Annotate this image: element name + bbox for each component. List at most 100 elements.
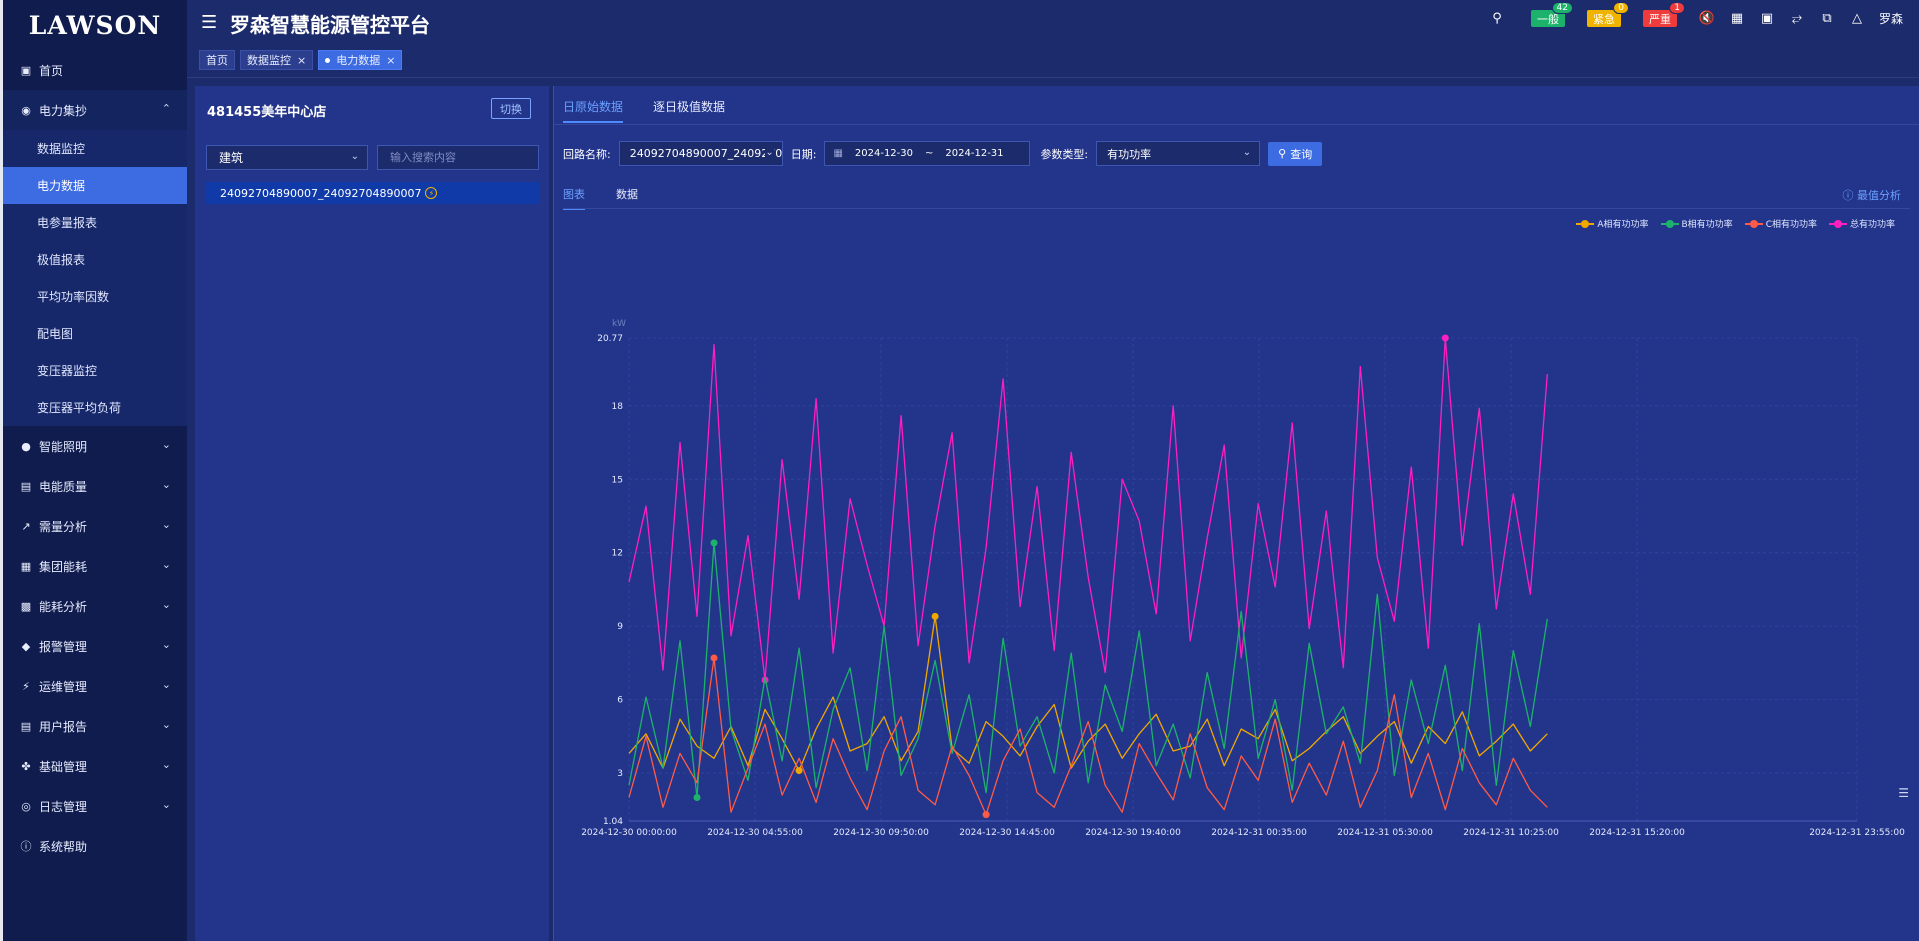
legend-item-a[interactable]: A相有功功率 — [1576, 217, 1649, 230]
menu-alarm-management[interactable]: ◆ 报警管理 ⌄ — [3, 626, 187, 666]
switch-button[interactable]: 切换 — [491, 98, 531, 119]
app-title: 罗森智慧能源管控平台 — [230, 13, 430, 37]
menu-group-energy[interactable]: ▦ 集团能耗 ⌄ — [3, 546, 187, 586]
series-extreme-point — [1441, 334, 1449, 342]
menu-label: 报警管理 — [39, 639, 88, 654]
image-icon[interactable]: ▣ — [1760, 11, 1774, 26]
y-tick-label: 20.77 — [597, 334, 623, 344]
menu-help[interactable]: ⓘ 系统帮助 — [3, 826, 187, 866]
menu-energy-analysis[interactable]: ▩ 能耗分析 ⌄ — [3, 586, 187, 626]
subtab-chart[interactable]: 图表 — [563, 186, 585, 210]
y-tick-label: 12 — [612, 549, 623, 559]
submenu-item-extreme-report[interactable]: 极值报表 — [37, 253, 86, 267]
date-range-picker[interactable]: ▦ 2024-12-30 ~ 2024-12-31 — [824, 141, 1031, 166]
submenu-item-transformer-monitor[interactable]: 变压器监控 — [37, 364, 98, 378]
menu-label: 日志管理 — [39, 799, 88, 814]
tag-label: 首页 — [206, 54, 228, 67]
series-line-0 — [628, 615, 1548, 772]
menu-label: 系统帮助 — [39, 839, 88, 854]
subtab-data[interactable]: 数据 — [616, 188, 638, 201]
x-tick-label: 2024-12-31 23:55:00 — [1809, 828, 1905, 838]
query-button[interactable]: ⚲ 查询 — [1268, 141, 1323, 166]
theme-shirt-icon[interactable]: △ — [1851, 11, 1862, 26]
menu-basic-management[interactable]: ✤ 基础管理 ⌄ — [3, 746, 187, 786]
chevron-down-icon: ⌄ — [161, 518, 171, 531]
menu-label: 需量分析 — [39, 519, 88, 534]
tab-daily-extreme[interactable]: 逐日极值数据 — [653, 100, 726, 114]
chevron-down-icon: ⌄ — [1242, 147, 1252, 158]
mute-icon[interactable]: 🔇 — [1698, 11, 1716, 26]
tag-label: 电力数据 — [336, 54, 381, 67]
sidebar: LAWSON ▣ 首页 ◉ 电力集抄 ⌃ 数据监控 电力数据 电参量报表 极值报… — [0, 0, 187, 941]
menu-toggle-icon[interactable]: ☰ — [201, 12, 218, 33]
menu-log-management[interactable]: ◎ 日志管理 ⌄ — [3, 786, 187, 826]
alarm-general-button[interactable]: 一般 42 — [1530, 2, 1573, 27]
loop-select[interactable]: 24092704890007_240927048900 ⌄ — [618, 141, 783, 166]
info-icon: ⓘ — [1842, 189, 1857, 202]
peak-analysis-link[interactable]: ⓘ 最值分析 — [1843, 187, 1902, 203]
grid-icon[interactable]: ▦ — [1730, 11, 1744, 26]
alarm-urgent-button[interactable]: 紧急 0 — [1586, 2, 1629, 27]
sliders-icon[interactable]: ☰ — [1898, 786, 1909, 800]
fullscreen-icon[interactable]: ⥂ — [1791, 11, 1803, 26]
close-icon[interactable]: × — [297, 53, 307, 67]
menu-power-collection[interactable]: ◉ 电力集抄 ⌃ — [3, 90, 187, 130]
series-extreme-point — [982, 811, 990, 819]
peak-analysis-label: 最值分析 — [1857, 189, 1901, 202]
x-tick-label: 2024-12-31 10:25:00 — [1463, 828, 1559, 838]
y-tick-label: 6 — [617, 696, 623, 706]
language-icon[interactable]: ⧉ — [1822, 11, 1832, 26]
menu-user-report[interactable]: ▤ 用户报告 ⌄ — [3, 706, 187, 746]
legend-label: 总有功功率 — [1849, 220, 1895, 230]
tag-home[interactable]: 首页 — [199, 50, 235, 70]
submenu-item-data-monitor[interactable]: 数据监控 — [37, 142, 86, 156]
tag-power-data[interactable]: 电力数据 × — [318, 50, 403, 70]
alarm-urgent-label: 紧急 — [1592, 12, 1615, 26]
bar-chart-icon: ▩ — [20, 599, 32, 613]
location-pin-icon: ● — [21, 439, 31, 453]
param-type-select[interactable]: 有功功率 ⌄ — [1096, 141, 1261, 166]
building-select[interactable]: 建筑 ⌄ — [206, 145, 368, 170]
alarm-severe-button[interactable]: 严重 1 — [1642, 2, 1685, 27]
x-tick-label: 2024-12-30 14:45:00 — [959, 828, 1055, 838]
close-icon[interactable]: × — [386, 53, 396, 67]
series-extreme-point — [693, 793, 701, 801]
chart-legend: A相有功功率 B相有功功率 C相有功功率 总有功功率 — [1576, 217, 1895, 230]
chevron-down-icon: ⌄ — [161, 598, 171, 611]
menu-smart-lighting[interactable]: ● 智能照明 ⌄ — [3, 426, 187, 466]
tab-daily-raw[interactable]: 日原始数据 — [563, 98, 624, 123]
tree-item-circuit[interactable]: 24092704890007_24092704890007 ⚡ — [206, 182, 539, 204]
search-icon[interactable]: ⚲ — [1492, 11, 1502, 26]
menu-power-label: 电力集抄 — [39, 103, 88, 118]
power-submenu: 数据监控 电力数据 电参量报表 极值报表 平均功率因数 配电图 变压器监控 变压… — [3, 130, 187, 426]
legend-item-c[interactable]: C相有功功率 — [1744, 217, 1817, 230]
legend-item-b[interactable]: B相有功功率 — [1660, 217, 1733, 230]
tab-divider — [554, 124, 1919, 125]
chevron-up-icon: ⌃ — [161, 102, 171, 115]
y-tick-label: 18 — [612, 402, 624, 412]
date-start: 2024-12-30 — [854, 148, 914, 159]
submenu-item-distribution-map[interactable]: 配电图 — [37, 327, 74, 341]
query-label: 查询 — [1290, 147, 1313, 161]
submenu-item-power-data[interactable]: 电力数据 — [3, 167, 187, 204]
lightning-icon: ⚡ — [425, 187, 438, 199]
chevron-down-icon: ⌄ — [161, 638, 171, 651]
menu-home[interactable]: ▣ 首页 — [3, 50, 187, 90]
submenu-item-param-report[interactable]: 电参量报表 — [37, 216, 98, 230]
menu-power-quality[interactable]: ▤ 电能质量 ⌄ — [3, 466, 187, 506]
user-name[interactable]: 罗森 — [1878, 12, 1903, 26]
search-input[interactable] — [377, 145, 539, 170]
legend-item-total[interactable]: 总有功功率 — [1828, 217, 1895, 230]
building-select-value: 建筑 — [219, 151, 244, 165]
tree-item-label: 24092704890007_24092704890007 — [220, 186, 422, 200]
y-tick-label: 1.04 — [603, 817, 623, 827]
series-extreme-point — [710, 539, 718, 547]
loop-select-value: 24092704890007_240927048900 — [629, 147, 783, 160]
menu-demand-analysis[interactable]: ↗ 需量分析 ⌄ — [3, 506, 187, 546]
tag-data-monitor[interactable]: 数据监控 × — [240, 50, 314, 70]
legend-marker — [1660, 219, 1679, 228]
submenu-item-transformer-load[interactable]: 变压器平均负荷 — [37, 401, 122, 415]
submenu-item-power-factor[interactable]: 平均功率因数 — [37, 290, 110, 304]
menu-operations[interactable]: ⚡ 运维管理 ⌄ — [3, 666, 187, 706]
